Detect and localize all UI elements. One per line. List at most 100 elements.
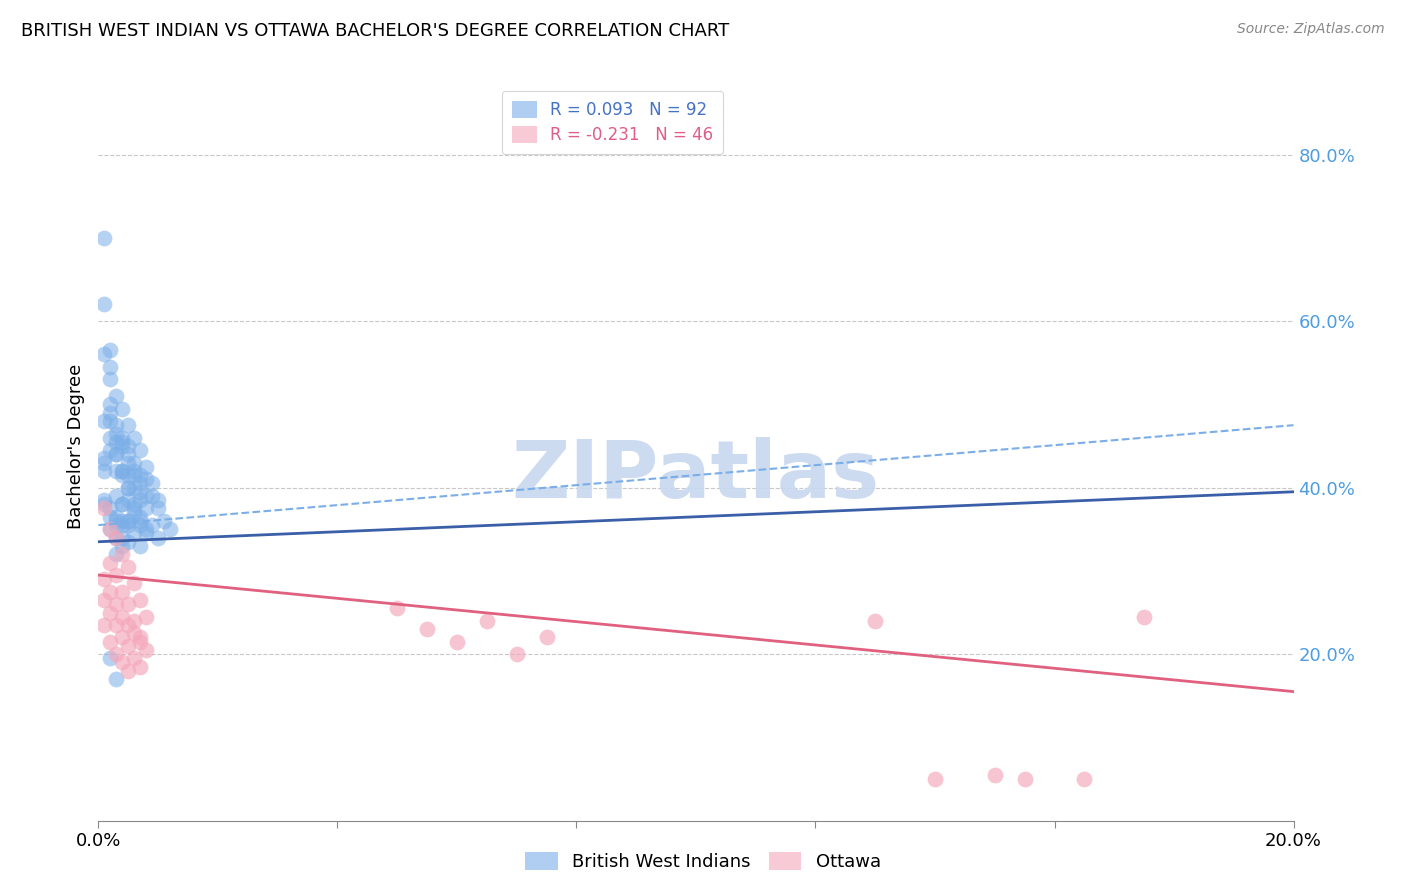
Point (105, 547, 128, 561)
Point (124, 456, 146, 470)
Point (124, 431, 146, 445)
Y-axis label: Bachelor's Degree: Bachelor's Degree (66, 363, 84, 529)
Point (117, 493, 139, 508)
Point (148, 531, 170, 545)
Point (111, 609, 134, 624)
Text: Source: ZipAtlas.com: Source: ZipAtlas.com (1237, 22, 1385, 37)
Point (93, 618, 115, 632)
Point (416, 622, 439, 636)
Point (105, 464, 128, 478)
Point (117, 468, 139, 483)
Point (105, 518, 128, 533)
Point (93, 497, 115, 511)
Point (153, 514, 176, 528)
Point (98, 634, 122, 648)
Point (105, 434, 128, 449)
Point (129, 631, 152, 645)
Point (1133, 609, 1156, 624)
Point (98, 509, 122, 524)
Point (446, 634, 468, 648)
Point (117, 514, 139, 528)
Point (984, 768, 1007, 782)
Point (93, 572, 115, 586)
Point (111, 584, 134, 599)
Point (536, 631, 558, 645)
Point (129, 514, 152, 528)
Point (105, 418, 128, 433)
Point (129, 493, 152, 508)
Point (111, 434, 134, 449)
Point (129, 468, 152, 483)
Point (1073, 772, 1095, 786)
Point (129, 539, 152, 553)
Point (105, 447, 128, 461)
Point (148, 493, 170, 508)
Point (124, 506, 146, 520)
Point (117, 447, 139, 461)
Point (93, 464, 115, 478)
Point (98, 556, 122, 570)
Point (111, 401, 134, 416)
Point (141, 489, 163, 503)
Point (93, 347, 115, 361)
Point (98, 343, 122, 358)
Point (98, 522, 122, 536)
Point (98, 522, 122, 536)
Point (105, 618, 128, 632)
Point (98, 501, 122, 516)
Point (111, 631, 134, 645)
Point (865, 614, 887, 628)
Point (129, 518, 152, 533)
Point (93, 451, 115, 466)
Point (93, 593, 115, 607)
Point (124, 464, 146, 478)
Point (129, 443, 152, 458)
Point (111, 497, 134, 511)
Point (129, 659, 152, 673)
Point (141, 476, 163, 491)
Point (117, 597, 139, 611)
Point (93, 231, 115, 245)
Point (117, 456, 139, 470)
Point (98, 584, 122, 599)
Point (141, 518, 163, 533)
Point (98, 606, 122, 620)
Point (111, 514, 134, 528)
Point (124, 651, 146, 665)
Point (111, 431, 134, 445)
Point (117, 534, 139, 549)
Point (124, 468, 146, 483)
Point (105, 597, 128, 611)
Point (135, 501, 157, 516)
Text: ZIPatlas: ZIPatlas (512, 437, 880, 515)
Point (129, 634, 152, 648)
Point (124, 626, 146, 640)
Point (105, 514, 128, 528)
Point (98, 414, 122, 428)
Point (98, 372, 122, 386)
Point (1014, 772, 1036, 786)
Point (129, 509, 152, 524)
Point (124, 481, 146, 495)
Point (117, 559, 139, 574)
Point (93, 456, 115, 470)
Point (111, 468, 134, 483)
Point (111, 656, 134, 670)
Point (98, 651, 122, 665)
Text: BRITISH WEST INDIAN VS OTTAWA BACHELOR'S DEGREE CORRELATION CHART: BRITISH WEST INDIAN VS OTTAWA BACHELOR'S… (21, 22, 730, 40)
Point (135, 643, 157, 657)
Point (105, 426, 128, 441)
Point (111, 497, 134, 511)
Point (148, 501, 170, 516)
Point (93, 501, 115, 516)
Point (117, 439, 139, 453)
Point (135, 472, 157, 486)
Point (124, 501, 146, 516)
Point (924, 772, 946, 786)
Point (117, 418, 139, 433)
Point (105, 531, 128, 545)
Point (93, 297, 115, 311)
Legend: R = 0.093   N = 92, R = -0.231   N = 46: R = 0.093 N = 92, R = -0.231 N = 46 (502, 91, 723, 154)
Point (129, 593, 152, 607)
Point (135, 459, 157, 474)
